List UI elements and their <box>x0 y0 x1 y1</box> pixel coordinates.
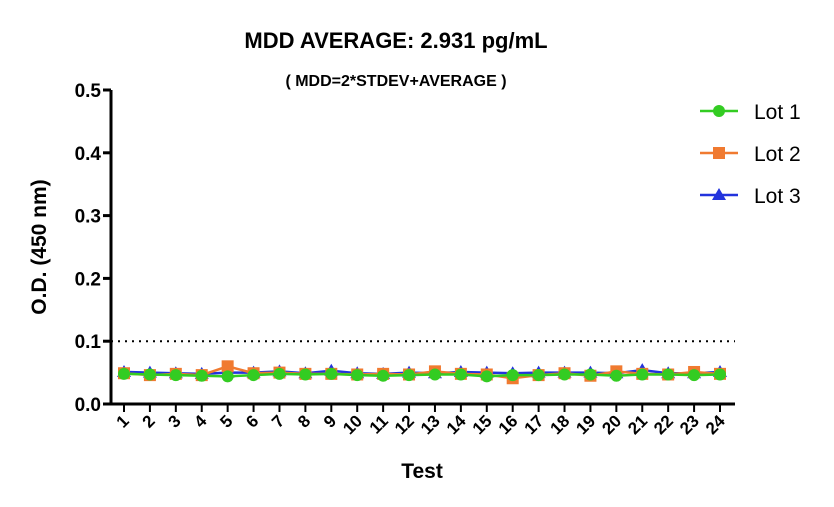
x-tick-label: 7 <box>268 411 288 431</box>
x-tick-label: 1 <box>113 411 133 431</box>
legend-label: Lot 2 <box>754 143 801 166</box>
data-point <box>118 367 130 380</box>
x-tick-label: 19 <box>572 411 599 438</box>
x-tick-label: 4 <box>190 411 211 432</box>
x-tick-label: 13 <box>417 411 444 438</box>
x-tick-label: 12 <box>391 411 418 438</box>
y-axis-label: O.D. (450 nm) <box>28 179 51 314</box>
data-point <box>351 369 364 382</box>
x-tick-label: 17 <box>521 411 548 438</box>
data-point <box>195 369 208 382</box>
data-point <box>221 370 234 383</box>
data-point <box>299 368 312 381</box>
data-point <box>662 368 675 381</box>
y-tick-label: 0.2 <box>75 269 101 290</box>
data-point <box>403 369 416 382</box>
legend-label: Lot 1 <box>754 101 801 124</box>
x-tick-label: 23 <box>676 411 703 438</box>
data-point <box>610 369 623 382</box>
x-tick-label: 24 <box>702 411 729 438</box>
y-tick-label: 0.3 <box>75 207 101 228</box>
data-point <box>558 368 571 381</box>
x-tick-label: 22 <box>650 411 677 438</box>
y-tick-label: 0.5 <box>75 81 102 102</box>
x-tick-label: 20 <box>598 411 625 438</box>
legend-marker <box>713 147 725 159</box>
data-point <box>636 368 649 381</box>
x-tick-label: 15 <box>469 411 496 438</box>
x-tick-label: 14 <box>443 411 470 438</box>
x-tick-label: 6 <box>242 411 262 431</box>
x-tick-label: 16 <box>495 411 522 438</box>
legend-item: Lot 2 <box>700 143 801 166</box>
data-point <box>273 367 286 380</box>
y-tick-label: 0.0 <box>75 395 101 416</box>
legend-label: Lot 3 <box>754 185 801 208</box>
x-tick-label: 10 <box>339 411 366 438</box>
x-tick-label: 8 <box>294 411 314 431</box>
x-tick-label: 2 <box>139 411 159 431</box>
data-point <box>714 368 726 381</box>
x-tick-label: 3 <box>165 411 185 431</box>
data-point <box>221 360 234 373</box>
y-tick-label: 0.4 <box>75 144 102 165</box>
data-point <box>480 370 493 383</box>
data-point <box>428 368 441 381</box>
data-point <box>584 368 597 381</box>
legend-item: Lot 3 <box>700 185 801 208</box>
chart-subtitle: ( MDD=2*STDEV+AVERAGE ) <box>285 73 506 90</box>
x-tick-label: 9 <box>320 411 340 431</box>
y-tick-label: 0.1 <box>75 332 102 353</box>
data-point <box>377 369 390 382</box>
data-point <box>506 369 519 382</box>
data-point <box>325 367 338 380</box>
x-axis-label: Test <box>401 460 443 483</box>
data-point <box>688 369 701 382</box>
x-tick-label: 11 <box>366 411 392 437</box>
data-point <box>169 369 182 382</box>
legend-marker <box>712 188 726 200</box>
data-point <box>247 369 260 382</box>
legend-item: Lot 1 <box>700 101 801 124</box>
legend-marker <box>713 105 725 117</box>
data-point <box>454 368 467 381</box>
data-point <box>532 369 545 382</box>
x-tick-label: 21 <box>624 411 651 438</box>
chart-title: MDD AVERAGE: 2.931 pg/mL <box>244 28 547 53</box>
data-point <box>143 368 156 381</box>
x-tick-label: 5 <box>216 411 236 431</box>
x-tick-label: 18 <box>547 411 574 438</box>
